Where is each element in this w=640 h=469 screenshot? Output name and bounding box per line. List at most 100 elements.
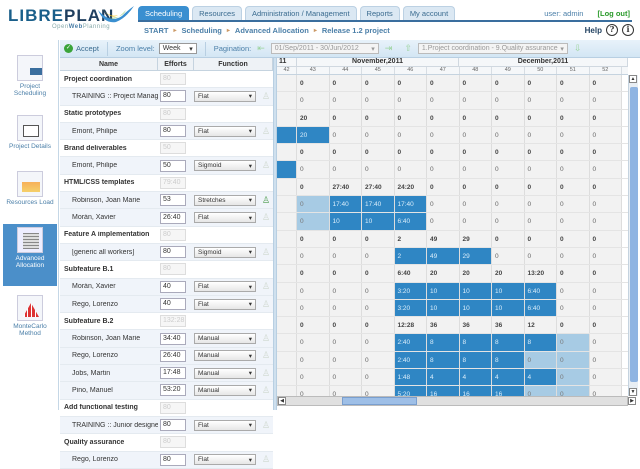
allocation-cell[interactable]: 0: [492, 196, 525, 213]
function-config-icon[interactable]: ♙: [262, 333, 271, 344]
allocation-cell[interactable]: [277, 299, 297, 317]
allocation-cell[interactable]: 0: [427, 126, 460, 144]
tab-reports[interactable]: Reports: [359, 6, 400, 20]
allocation-cell[interactable]: 0: [362, 299, 395, 317]
allocation-cell[interactable]: 0: [557, 351, 590, 369]
scroll-down-icon[interactable]: ▼: [629, 388, 637, 396]
sidebar-item-project-details[interactable]: Project Details: [3, 112, 57, 167]
effort-input[interactable]: 34:40: [160, 332, 186, 345]
column-header-name[interactable]: Name: [60, 58, 158, 70]
allocation-cell[interactable]: 0: [589, 196, 622, 213]
function-select[interactable]: Manual ▾: [194, 384, 256, 396]
help-icon[interactable]: ?: [606, 24, 618, 36]
function-config-icon[interactable]: ♙: [262, 194, 271, 205]
function-config-icon[interactable]: ♙: [262, 367, 271, 378]
allocation-cell[interactable]: [277, 334, 297, 351]
down-arrow-icon[interactable]: ⇩: [573, 43, 582, 53]
task-range-select[interactable]: 1.Project coordination - 9.Quality assur…: [417, 43, 568, 54]
allocation-cell[interactable]: 10: [427, 299, 460, 317]
allocation-cell[interactable]: 16: [459, 386, 492, 396]
allocation-cell[interactable]: 1:48: [394, 369, 427, 386]
allocation-cell[interactable]: 4: [427, 369, 460, 386]
allocation-cell[interactable]: 0: [524, 196, 557, 213]
function-config-icon[interactable]: ♙: [262, 281, 271, 292]
allocation-cell[interactable]: 0: [557, 161, 590, 178]
allocation-cell[interactable]: 0: [329, 369, 362, 386]
allocation-cell[interactable]: 0: [297, 299, 330, 317]
allocation-cell[interactable]: 8: [427, 351, 460, 369]
allocation-cell[interactable]: 10: [329, 213, 362, 230]
effort-input[interactable]: 50: [160, 159, 186, 172]
allocation-cell[interactable]: [277, 196, 297, 213]
breadcrumb-start[interactable]: START: [144, 26, 169, 35]
allocation-cell[interactable]: 0: [589, 247, 622, 265]
up-arrow-icon[interactable]: ⇧: [404, 43, 412, 53]
allocation-cell[interactable]: [277, 213, 297, 230]
allocation-cell[interactable]: 17:40: [362, 196, 395, 213]
allocation-cell[interactable]: 0: [589, 369, 622, 386]
allocation-cell[interactable]: 20: [297, 126, 330, 144]
allocation-cell[interactable]: 17:40: [329, 196, 362, 213]
effort-input[interactable]: 17:48: [160, 367, 186, 380]
allocation-cell[interactable]: 2:40: [394, 334, 427, 351]
allocation-cell[interactable]: 0: [297, 282, 330, 299]
scroll-left-icon[interactable]: ◀: [278, 397, 286, 405]
horizontal-scrollbar[interactable]: ◀ ▶: [277, 396, 636, 406]
panel-splitter[interactable]: [273, 58, 277, 410]
allocation-cell[interactable]: 6:40: [524, 282, 557, 299]
effort-input[interactable]: 53:20: [160, 384, 186, 397]
function-select[interactable]: Flat ▾: [194, 90, 256, 102]
next-page-icon[interactable]: ⇥: [384, 43, 393, 53]
function-select[interactable]: Flat ▾: [194, 419, 256, 431]
effort-input[interactable]: 26:40: [160, 349, 186, 362]
vertical-scrollbar[interactable]: ▲ ▼: [628, 75, 638, 396]
function-select[interactable]: Manual ▾: [194, 333, 256, 345]
allocation-cell[interactable]: 0: [557, 213, 590, 230]
allocation-cell[interactable]: 0: [459, 126, 492, 144]
allocation-cell[interactable]: 3:20: [394, 282, 427, 299]
previous-page-icon[interactable]: ⇤: [257, 43, 265, 53]
allocation-cell[interactable]: 6:40: [394, 213, 427, 230]
allocation-cell[interactable]: 0: [589, 92, 622, 109]
function-select[interactable]: Manual ▾: [194, 367, 256, 379]
allocation-cell[interactable]: 0: [362, 351, 395, 369]
effort-input[interactable]: 26:40: [160, 211, 186, 224]
allocation-cell[interactable]: 0: [362, 334, 395, 351]
allocation-cell[interactable]: 0: [557, 282, 590, 299]
allocation-cell[interactable]: 10: [427, 282, 460, 299]
allocation-cell[interactable]: 6:40: [524, 299, 557, 317]
accept-button[interactable]: ✓ Accept: [64, 44, 99, 53]
allocation-cell[interactable]: 29: [459, 247, 492, 265]
allocation-cell[interactable]: 0: [524, 247, 557, 265]
scroll-right-icon[interactable]: ▶: [628, 397, 636, 405]
allocation-cell[interactable]: 8: [524, 334, 557, 351]
allocation-cell[interactable]: 0: [427, 92, 460, 109]
allocation-cell[interactable]: 0: [557, 386, 590, 396]
allocation-cell[interactable]: 0: [329, 351, 362, 369]
allocation-cell[interactable]: 0: [297, 247, 330, 265]
allocation-cell[interactable]: 0: [589, 213, 622, 230]
allocation-cell[interactable]: 0: [297, 351, 330, 369]
horizontal-scroll-thumb[interactable]: [342, 397, 417, 405]
allocation-cell[interactable]: 0: [427, 161, 460, 178]
vertical-scroll-thumb[interactable]: [630, 87, 638, 382]
allocation-cell[interactable]: 2:40: [394, 351, 427, 369]
allocation-cell[interactable]: 0: [589, 282, 622, 299]
allocation-cell[interactable]: 2: [394, 247, 427, 265]
allocation-cell[interactable]: 0: [459, 92, 492, 109]
effort-input[interactable]: 80: [160, 419, 186, 432]
allocation-cell[interactable]: 0: [362, 282, 395, 299]
breadcrumb-advanced-allocation[interactable]: Advanced Allocation: [234, 26, 309, 35]
allocation-cell[interactable]: 0: [589, 161, 622, 178]
allocation-cell[interactable]: 0: [427, 213, 460, 230]
allocation-cell[interactable]: 0: [589, 126, 622, 144]
function-select[interactable]: Flat ▾: [194, 125, 256, 137]
effort-input[interactable]: 80: [160, 90, 186, 103]
allocation-cell[interactable]: 0: [557, 196, 590, 213]
allocation-cell[interactable]: 0: [524, 386, 557, 396]
function-config-icon[interactable]: ♙: [262, 384, 271, 395]
date-range-select[interactable]: 01/Sep/2011 - 30/Jun/2012 ▾: [270, 43, 379, 54]
help-label[interactable]: Help: [584, 25, 602, 35]
allocation-cell[interactable]: 17:40: [394, 196, 427, 213]
allocation-cell[interactable]: 10: [459, 299, 492, 317]
